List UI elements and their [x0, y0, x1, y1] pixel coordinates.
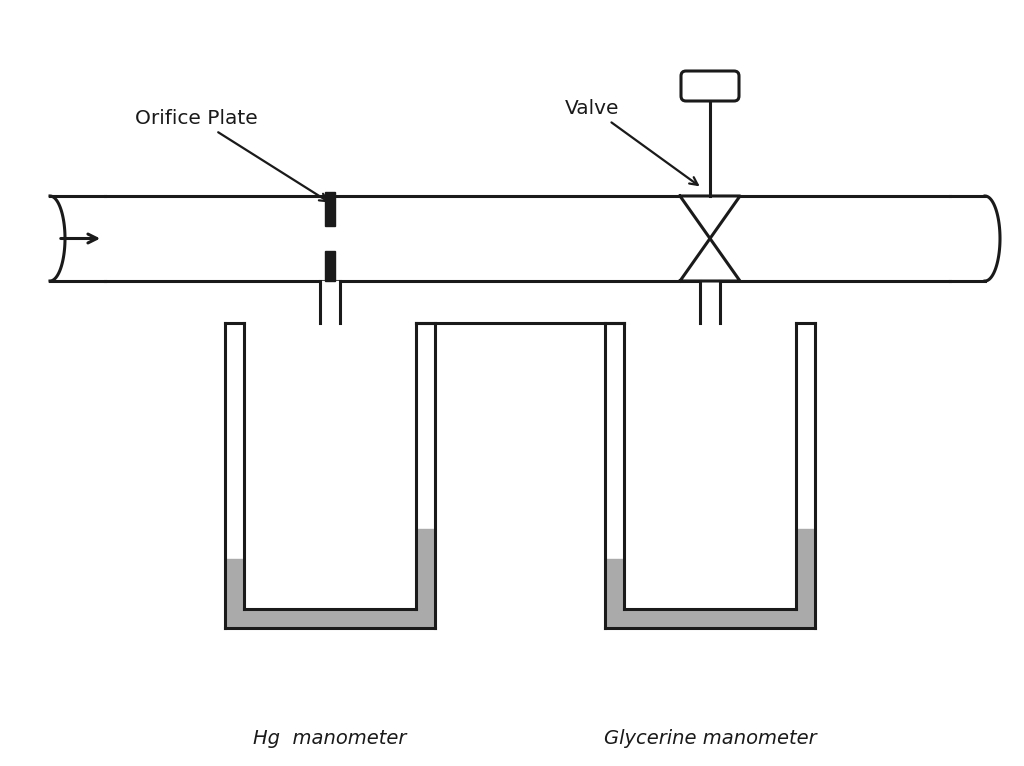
Polygon shape: [680, 238, 740, 281]
Polygon shape: [680, 196, 740, 238]
Bar: [225, 609, 435, 628]
Text: Glycerine manometer: Glycerine manometer: [604, 728, 816, 748]
Text: Orifice Plate: Orifice Plate: [135, 109, 328, 201]
Text: Hg  manometer: Hg manometer: [253, 728, 407, 748]
Text: Valve: Valve: [565, 99, 697, 185]
FancyBboxPatch shape: [681, 71, 739, 101]
Bar: [605, 559, 624, 628]
Bar: [796, 529, 815, 628]
Bar: [325, 251, 335, 281]
Bar: [416, 529, 435, 628]
Bar: [321, 281, 339, 323]
Bar: [701, 281, 719, 323]
Bar: [605, 609, 815, 628]
Bar: [225, 559, 244, 628]
Bar: [325, 192, 335, 226]
